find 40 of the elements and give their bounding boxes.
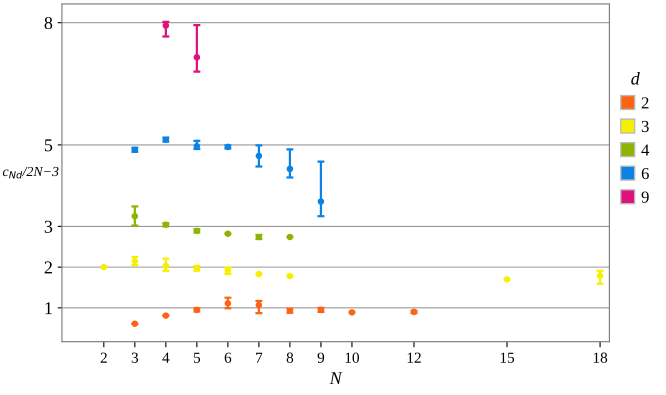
point <box>132 320 138 328</box>
legend-label: 9 <box>642 192 649 203</box>
y-tick-label: 3 <box>44 220 52 233</box>
y-axis-title: c$_{Nd}$/2N−3 <box>2 166 58 178</box>
x-tick-label: 9 <box>318 352 324 363</box>
y-tick-label: 5 <box>44 139 52 152</box>
legend-label: 4 <box>641 144 650 156</box>
point <box>162 312 170 319</box>
legend-label: 2 <box>642 97 648 108</box>
point <box>596 272 604 279</box>
x-tick-label: 7 <box>256 352 262 363</box>
point <box>100 264 108 270</box>
point <box>348 309 356 316</box>
point <box>286 166 294 172</box>
x-axis-title: N <box>330 372 343 384</box>
point <box>224 300 232 307</box>
x-tick-label: 18 <box>594 352 608 363</box>
point <box>132 258 138 264</box>
legend-title: d <box>631 72 640 85</box>
point <box>132 212 138 220</box>
point <box>504 276 510 283</box>
x-tick-label: 10 <box>346 352 360 363</box>
y-tick-label: 1 <box>45 302 52 314</box>
x-tick-label: 15 <box>500 352 514 363</box>
x-tick-label: 2 <box>100 352 107 363</box>
y-tick-label: 8 <box>44 16 52 30</box>
x-tick-label: 8 <box>286 352 294 363</box>
y-tick-label: 2 <box>44 261 52 274</box>
legend-label: 6 <box>642 168 649 180</box>
point <box>194 54 200 61</box>
x-tick-label: 4 <box>162 352 170 363</box>
point <box>318 198 324 205</box>
x-tick-label: 5 <box>194 352 200 363</box>
x-tick-label: 6 <box>224 352 232 363</box>
x-tick-label: 3 <box>132 352 138 363</box>
point <box>224 230 232 237</box>
point <box>162 262 170 270</box>
legend-label: 3 <box>642 120 649 132</box>
x-tick-label: 12 <box>408 352 421 363</box>
point <box>256 152 262 160</box>
